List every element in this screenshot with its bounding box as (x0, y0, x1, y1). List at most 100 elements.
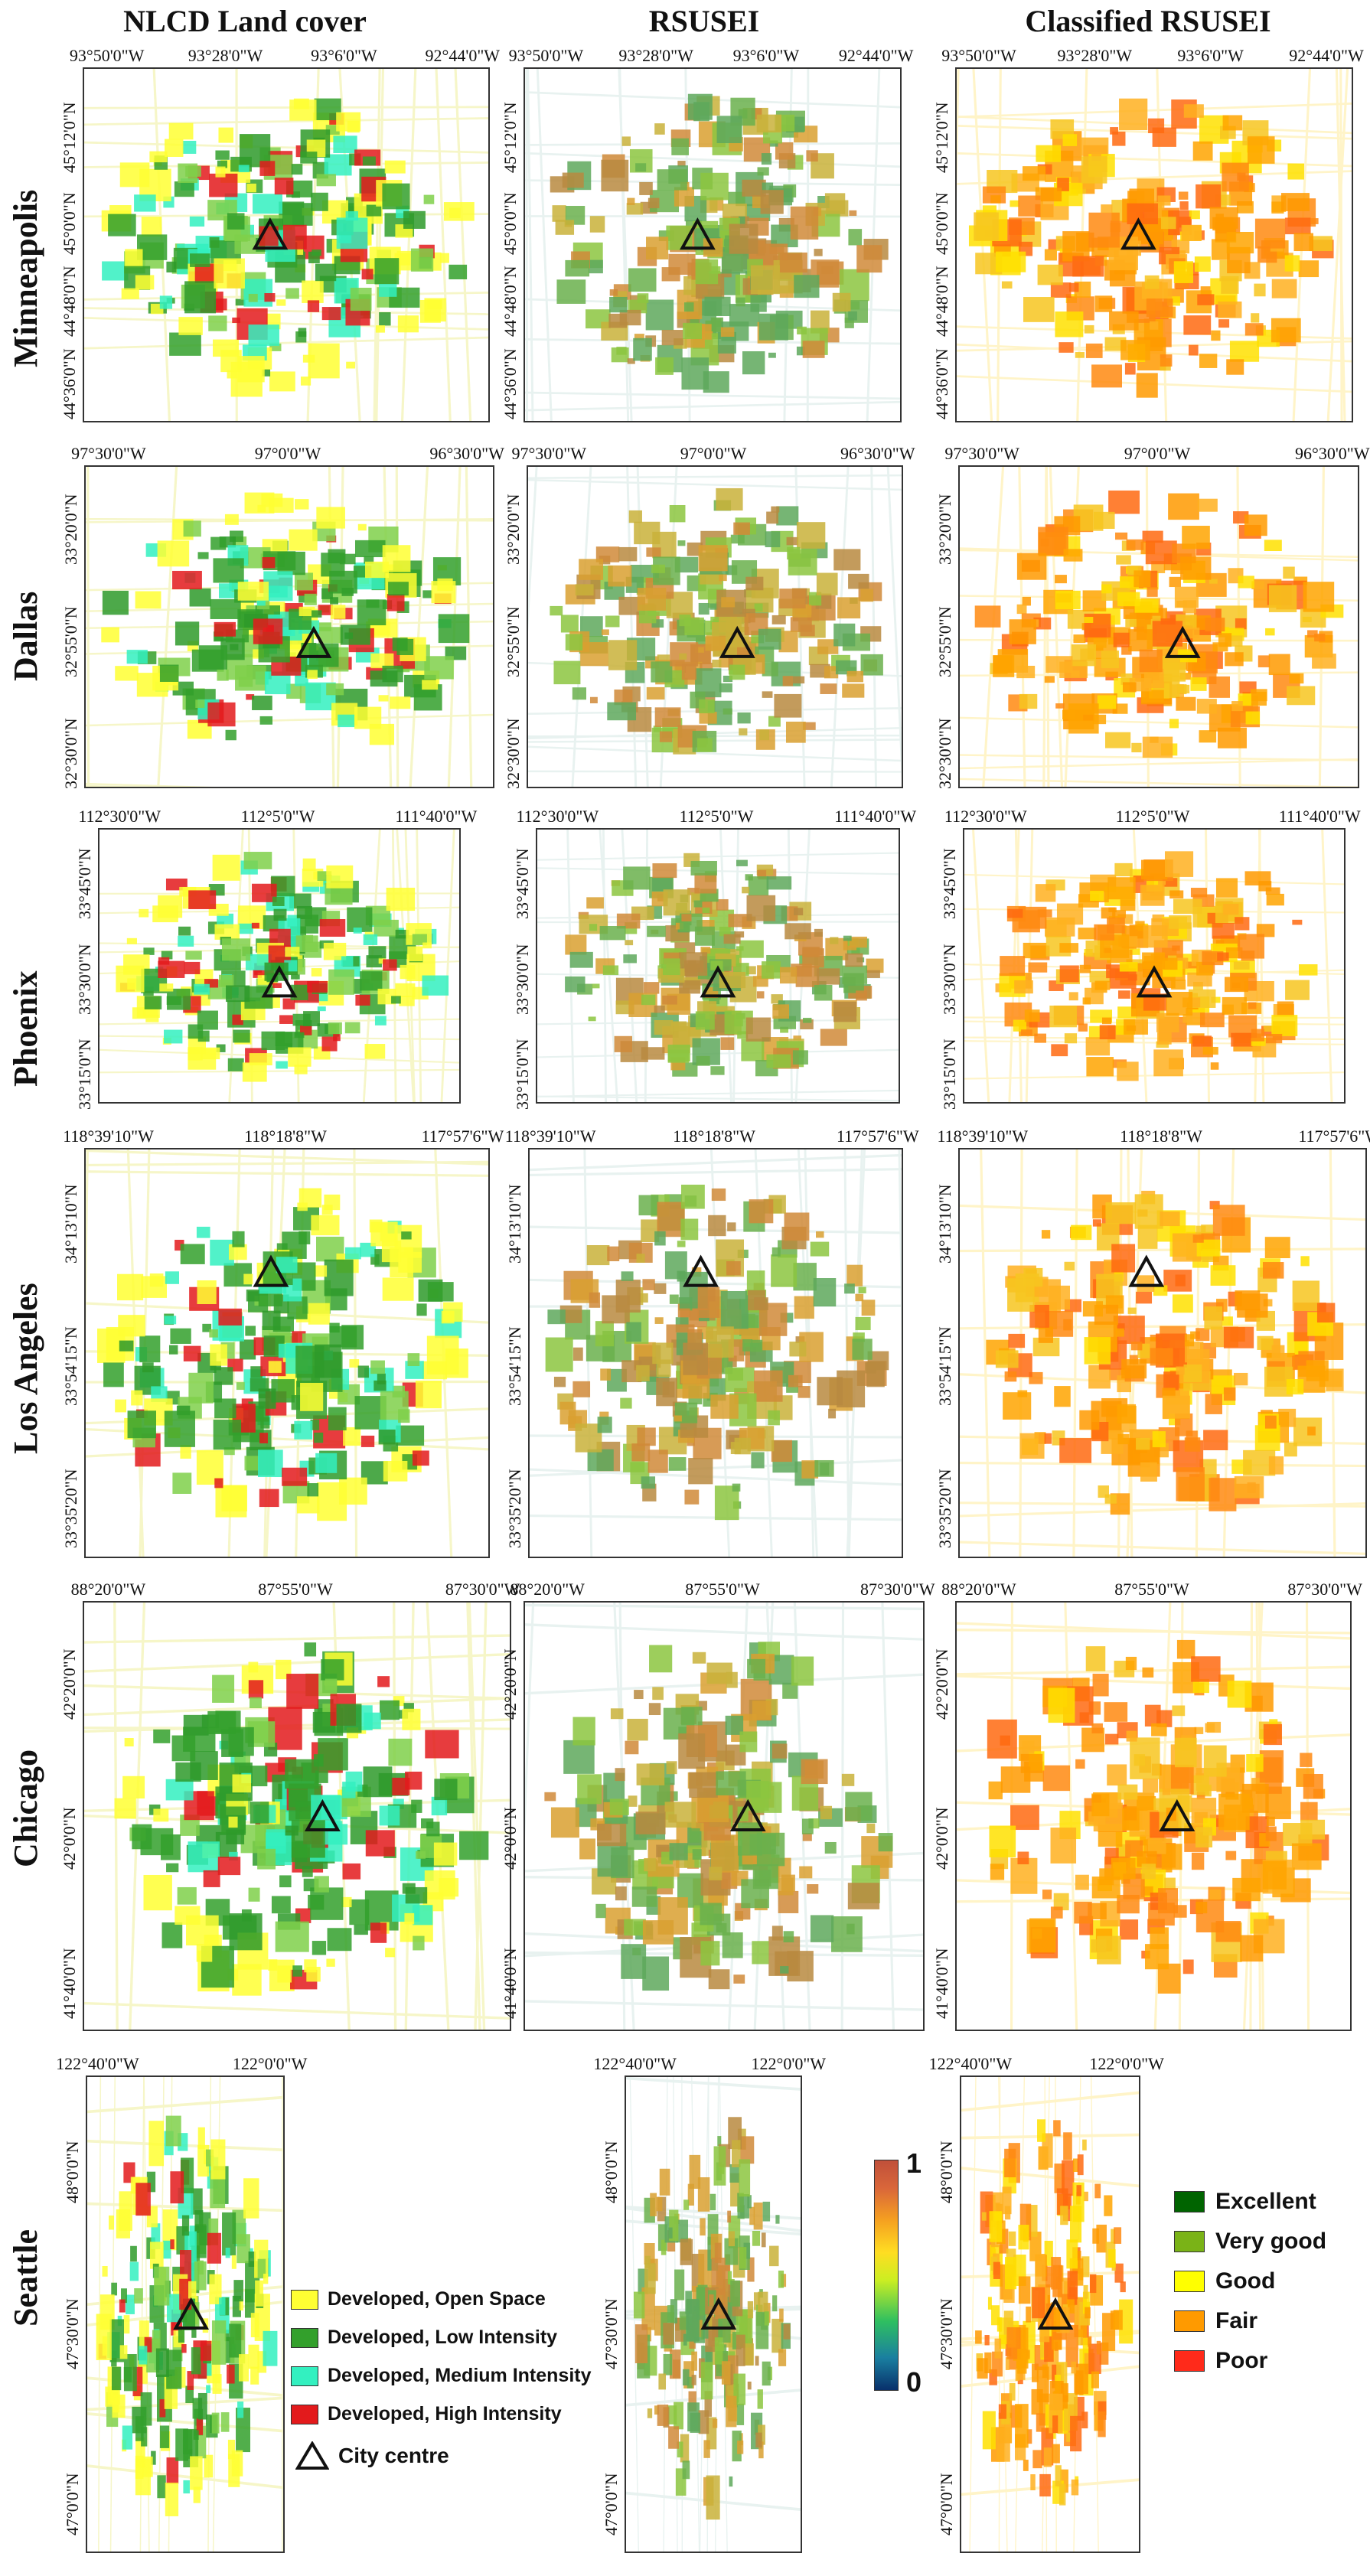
map-patch (1023, 297, 1055, 322)
map-patch (1303, 582, 1335, 612)
map-patch (159, 2425, 170, 2448)
map-patch (787, 1951, 814, 1982)
map-patch (995, 1350, 1019, 1368)
map-patch (572, 1381, 591, 1397)
map-patch (1070, 2415, 1082, 2452)
map-patch (1300, 1802, 1318, 1821)
map-patch (757, 167, 769, 176)
map-patch (279, 1875, 292, 1888)
map-patch (680, 1218, 699, 1241)
latitude-tick-label: 48°0'0"N (602, 2140, 621, 2203)
map-patch (1184, 1334, 1195, 1347)
map-patch (641, 1047, 665, 1060)
map-patch (1097, 695, 1117, 709)
phoenix-landcover-map (98, 828, 461, 1104)
map-patch (1192, 141, 1213, 161)
road-line (84, 141, 488, 154)
map-patch (1197, 498, 1218, 512)
map-patch (142, 1362, 154, 1373)
map-patch (197, 1280, 217, 1305)
map-patch (757, 2389, 763, 2409)
map-patch (227, 2364, 235, 2384)
latitude-tick-label: 42°0'0"N (60, 1807, 79, 1870)
map-patch (253, 194, 282, 214)
map-patch (238, 923, 253, 934)
longitude-tick-label: 87°30'0"W (1287, 1580, 1362, 1599)
map-patch (645, 299, 674, 331)
map-patch (423, 194, 435, 204)
map-patch (186, 1915, 219, 1946)
map-patch (395, 929, 409, 939)
map-patch (1162, 1788, 1171, 1795)
map-patch (126, 650, 148, 664)
map-patch (657, 1202, 685, 1237)
map-patch (1117, 1061, 1139, 1081)
map-patch (657, 2405, 669, 2426)
good-swatch (1174, 2271, 1205, 2292)
map-patch (783, 2323, 791, 2340)
map-patch (226, 1829, 245, 1844)
map-patch (749, 2206, 755, 2225)
map-patch (1109, 311, 1139, 331)
map-patch (1044, 2336, 1054, 2362)
map-patch (214, 924, 240, 940)
longitude-tick-label: 117°57'6"W (421, 1127, 504, 1146)
map-patch (250, 2313, 259, 2338)
map-patch (858, 1286, 866, 1293)
map-patch (151, 1386, 168, 1402)
map-patch (269, 497, 294, 514)
map-patch (228, 1851, 238, 1861)
phoenix-rsusei-map (536, 828, 900, 1104)
map-patch (1229, 341, 1260, 362)
road-line (99, 1048, 459, 1064)
map-patch (180, 1244, 205, 1264)
map-patch (621, 136, 631, 146)
map-patch (586, 897, 604, 909)
map-patch (248, 1661, 259, 1673)
map-patch (424, 656, 454, 680)
map-patch (842, 683, 865, 698)
map-patch (210, 536, 227, 550)
map-patch (1212, 923, 1235, 939)
map-patch (162, 2240, 171, 2259)
map-patch (145, 1015, 159, 1022)
map-patch (1205, 1394, 1223, 1414)
high-intensity-swatch (291, 2404, 318, 2424)
road-line (1326, 69, 1349, 421)
map-patch (700, 172, 729, 201)
map-patch (189, 588, 211, 607)
map-patch (721, 597, 736, 608)
map-patch (1082, 2139, 1087, 2150)
map-patch (636, 1365, 650, 1381)
map-patch (276, 1061, 288, 1069)
map-patch (1104, 2195, 1113, 2216)
map-patch (1063, 2395, 1068, 2409)
map-patch (364, 1044, 386, 1059)
map-patch (674, 2402, 683, 2430)
map-patch (288, 1047, 312, 1067)
map-patch (157, 540, 190, 567)
map-patch (698, 602, 709, 615)
map-patch (140, 2392, 152, 2426)
map-patch (1199, 1012, 1225, 1028)
map-patch (1017, 1851, 1029, 1865)
map-patch (259, 1433, 268, 1443)
map-patch (135, 2416, 144, 2441)
map-patch (317, 1006, 326, 1012)
longitude-tick-label: 92°44'0"W (425, 46, 501, 65)
map-patch (741, 1328, 761, 1343)
map-patch (704, 296, 731, 317)
map-patch (422, 942, 432, 949)
road-line (525, 1623, 923, 1641)
map-patch (101, 627, 119, 643)
map-patch (747, 2300, 754, 2319)
map-patch (1180, 556, 1212, 580)
map-patch (688, 2391, 696, 2412)
map-patch (373, 919, 399, 937)
map-patch (1084, 617, 1094, 623)
map-patch (294, 1065, 308, 1074)
medium-intensity-label: Developed, Medium Intensity (328, 2365, 592, 2386)
map-raster (537, 830, 899, 1102)
latitude-tick-label: 33°45'0"N (513, 848, 532, 920)
map-patch (161, 951, 173, 960)
